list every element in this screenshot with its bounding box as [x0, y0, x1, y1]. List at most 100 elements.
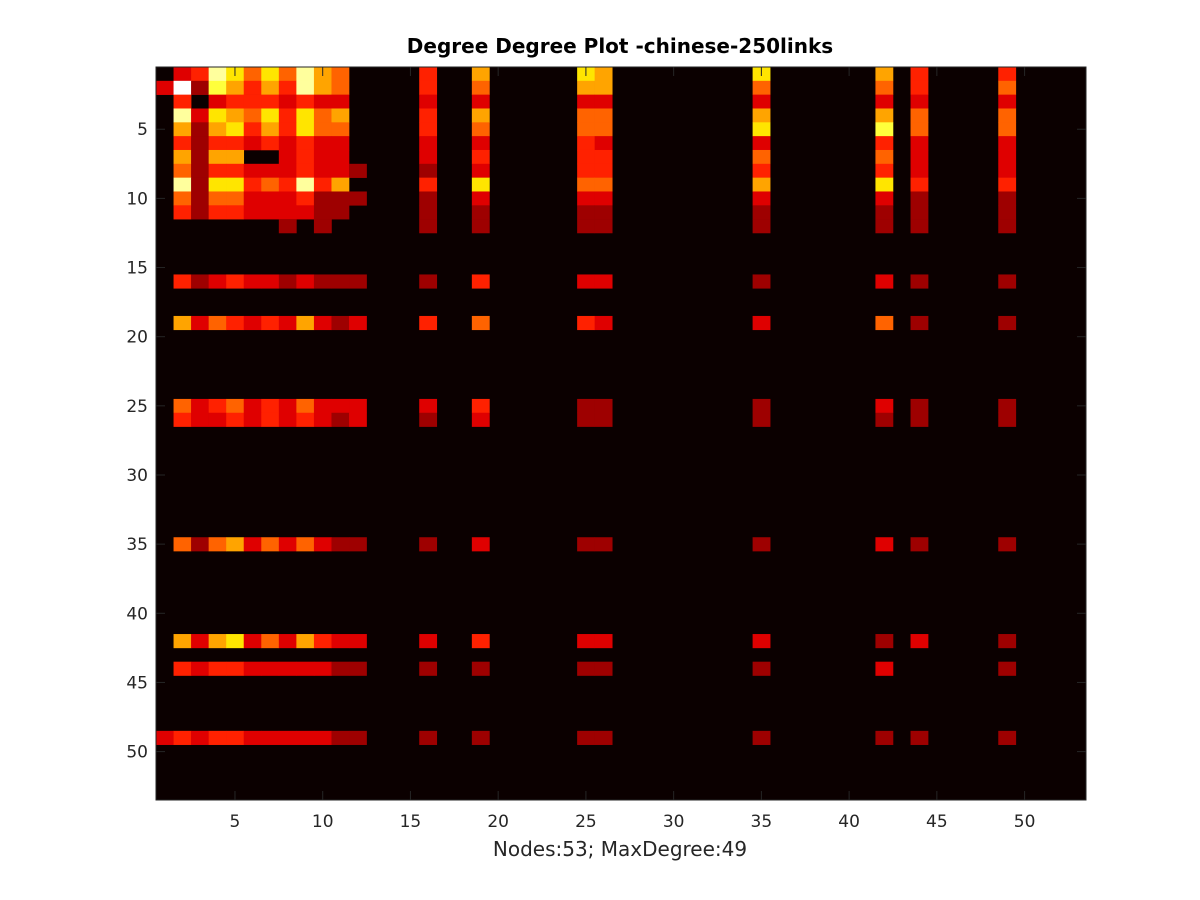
heatmap-cell [261, 661, 280, 676]
heatmap-cell [471, 80, 490, 95]
heatmap-cell [173, 398, 192, 414]
heatmap-cell [191, 412, 209, 427]
heatmap-cell [261, 136, 280, 151]
heatmap-cell [331, 412, 350, 427]
heatmap-cell [752, 315, 771, 331]
heatmap-cell [296, 94, 315, 109]
heatmap-cell [173, 67, 192, 82]
heatmap-cell [173, 94, 192, 109]
x-tick-label: 30 [663, 812, 685, 832]
heatmap-cell [471, 412, 490, 427]
heatmap-cell [208, 122, 227, 137]
heatmap-cell [594, 122, 613, 137]
heatmap-cell [173, 661, 192, 676]
x-tick-label: 35 [751, 812, 773, 832]
heatmap-cell [313, 412, 332, 427]
heatmap-cell [471, 219, 490, 234]
heatmap-cell [331, 94, 350, 109]
heatmap-cell [998, 191, 1017, 206]
heatmap-cell [875, 412, 894, 427]
heatmap-cell [752, 80, 771, 95]
heatmap-cell [577, 191, 595, 206]
heatmap-cell [875, 136, 894, 151]
heatmap-cell [261, 398, 280, 414]
heatmap-cell [752, 136, 771, 151]
heatmap-cell [243, 730, 262, 745]
heatmap-cell [226, 177, 245, 192]
heatmap-cell [243, 537, 262, 552]
heatmap-cell [296, 191, 315, 206]
heatmap-cell [752, 274, 771, 289]
heatmap-cell [278, 219, 297, 234]
heatmap-cell [349, 398, 367, 414]
heatmap-cell [208, 274, 227, 289]
heatmap-cell [577, 315, 595, 331]
heatmap-cell [419, 149, 438, 165]
heatmap-cell [349, 537, 367, 552]
heatmap-cell [331, 122, 350, 137]
heatmap-cell [226, 205, 245, 220]
heatmap-cell [261, 108, 280, 123]
heatmap-cell [331, 315, 350, 331]
heatmap-cell [471, 122, 490, 137]
heatmap-cell [910, 537, 929, 552]
y-tick-label: 30 [126, 466, 148, 486]
heatmap-cell [191, 149, 209, 165]
heatmap-cell [577, 219, 595, 234]
heatmap-cell [226, 136, 245, 151]
heatmap-cell [419, 315, 438, 331]
heatmap-cell [296, 108, 315, 123]
heatmap-cell [331, 661, 350, 676]
heatmap-cell [208, 108, 227, 123]
heatmap-cell [208, 94, 227, 109]
heatmap-cell [471, 398, 490, 414]
heatmap-cell [419, 205, 438, 220]
heatmap-cell [313, 80, 332, 95]
heatmap-cell [191, 661, 209, 676]
heatmap-cell [349, 730, 367, 745]
heatmap-cell [910, 163, 929, 178]
heatmap-cell [349, 163, 367, 178]
heatmap-cell [226, 94, 245, 109]
heatmap-cell [594, 163, 613, 178]
heatmap-cell [191, 315, 209, 331]
heatmap-cell [313, 122, 332, 137]
heatmap-cell [296, 730, 315, 745]
heatmap-cell [875, 94, 894, 109]
heatmap-cell [278, 398, 297, 414]
heatmap-cell [313, 274, 332, 289]
heatmap-cell [313, 661, 332, 676]
heatmap-cell [331, 205, 350, 220]
heatmap-cell [910, 191, 929, 206]
heatmap-cell [910, 412, 929, 427]
heatmap-cell [875, 191, 894, 206]
heatmap-cell [173, 634, 192, 649]
heatmap-cell [191, 634, 209, 649]
heatmap-cell [577, 205, 595, 220]
heatmap-cell [752, 94, 771, 109]
heatmap-cell [910, 177, 929, 192]
heatmap-cell [243, 67, 262, 82]
heatmap-cell [998, 122, 1017, 137]
heatmap-cell [313, 219, 332, 234]
heatmap-cell [243, 177, 262, 192]
heatmap-cell [243, 191, 262, 206]
heatmap-cell [331, 149, 350, 165]
heatmap-cell [243, 94, 262, 109]
heatmap-cell [910, 136, 929, 151]
heatmap-cell [594, 219, 613, 234]
heatmap-cell [191, 136, 209, 151]
heatmap-cell [226, 634, 245, 649]
heatmap-cell [875, 163, 894, 178]
heatmap-cell [875, 219, 894, 234]
heatmap-cell [226, 412, 245, 427]
heatmap-cell [278, 191, 297, 206]
heatmap-cell [998, 398, 1017, 414]
heatmap-cell [419, 730, 438, 745]
heatmap-cell [208, 177, 227, 192]
heatmap-cell [577, 177, 595, 192]
heatmap-cell [243, 634, 262, 649]
heatmap-cell [261, 537, 280, 552]
heatmap-cell [752, 537, 771, 552]
heatmap-cell [261, 205, 280, 220]
